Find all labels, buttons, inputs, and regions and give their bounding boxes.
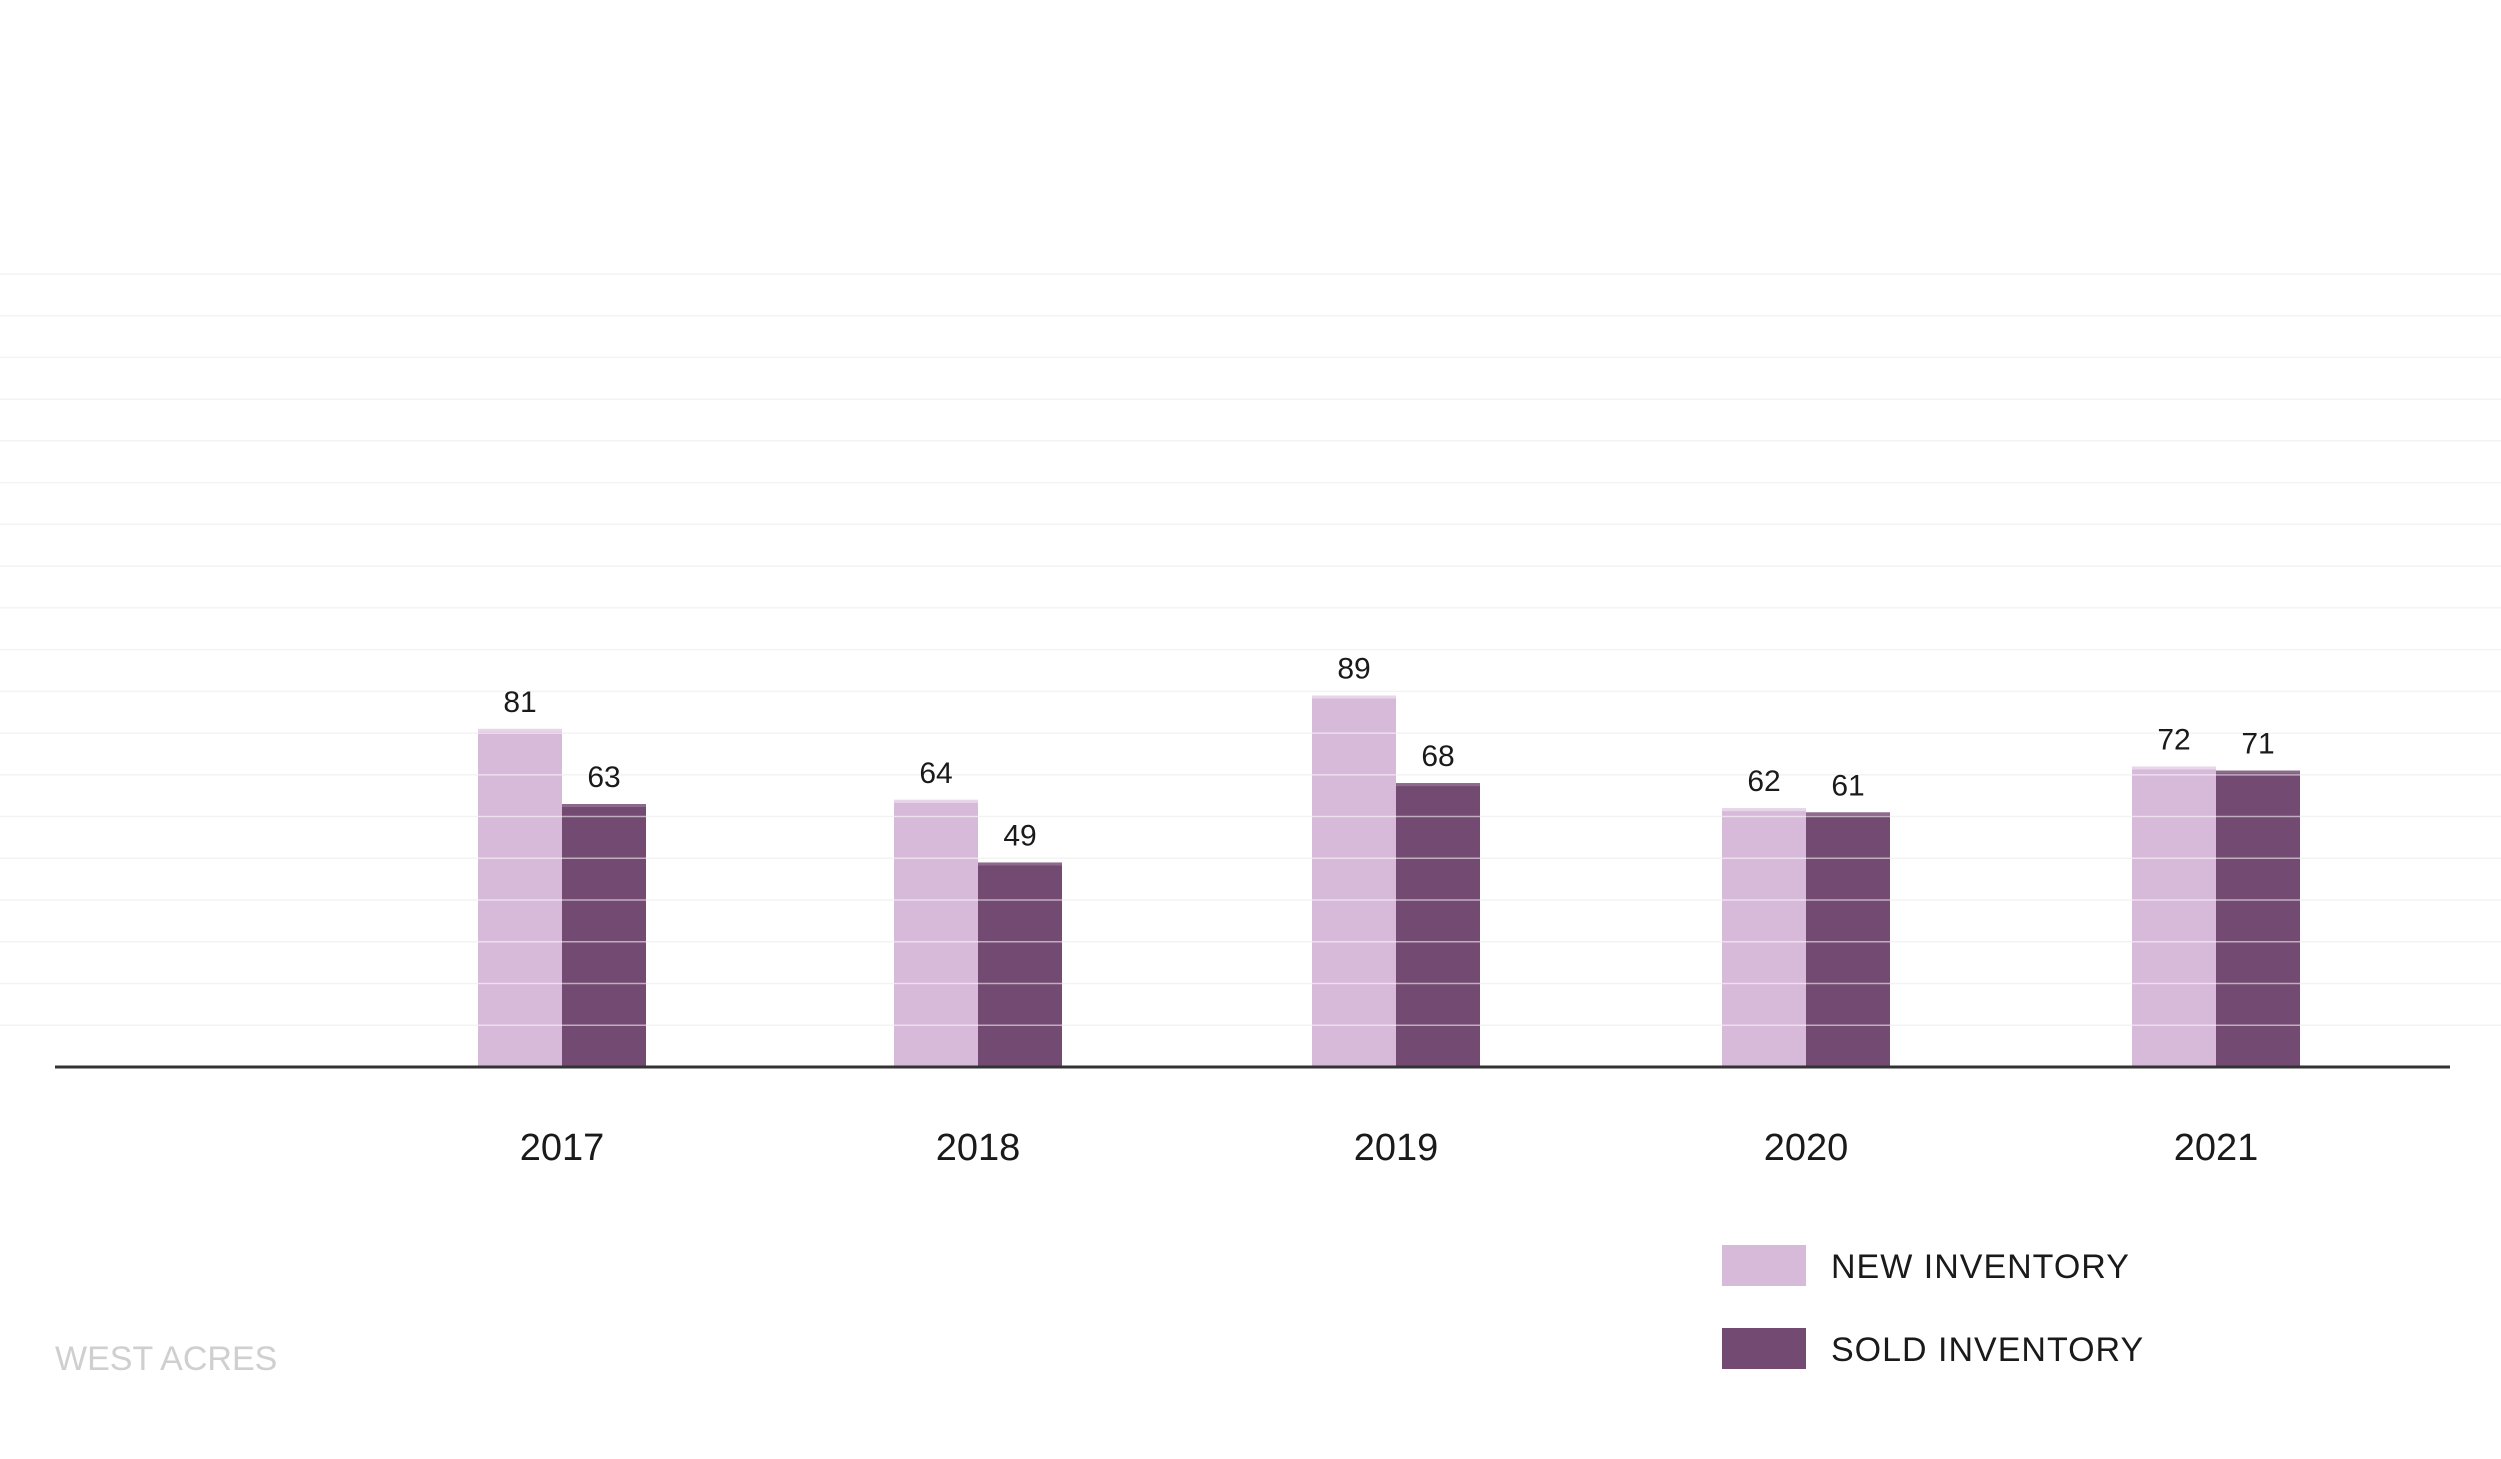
bar-cap — [1396, 783, 1480, 787]
bar-cap — [2132, 766, 2216, 770]
bar-sold-2019 — [1396, 783, 1480, 1067]
bar-cap — [562, 804, 646, 808]
legend-label-sold: SOLD INVENTORY — [1831, 1331, 2144, 1369]
bar-new-2017 — [478, 728, 562, 1067]
bar-cap — [1722, 808, 1806, 812]
x-tick-label: 2019 — [1354, 1127, 1439, 1169]
value-label: 71 — [2241, 728, 2274, 761]
bar-new-2021 — [2132, 766, 2216, 1067]
legend: NEW INVENTORY SOLD INVENTORY — [1722, 1245, 2144, 1369]
bar-new-2018 — [894, 799, 978, 1067]
bar-cap — [978, 862, 1062, 866]
x-tick-label: 2021 — [2174, 1127, 2259, 1169]
legend-swatch-sold — [1722, 1328, 1806, 1369]
value-label: 64 — [919, 757, 952, 790]
x-tick-labels: 2017 2018 2019 2020 2021 — [520, 1127, 2259, 1169]
bar-gridline-overlay — [478, 732, 2300, 1027]
value-label: 62 — [1747, 765, 1780, 798]
bar-cap — [1312, 695, 1396, 699]
source-label: WEST ACRES — [55, 1340, 277, 1378]
value-label: 72 — [2157, 723, 2190, 756]
bar-cap — [2216, 770, 2300, 774]
x-tick-label: 2020 — [1764, 1127, 1849, 1169]
value-label: 89 — [1337, 653, 1370, 686]
bars — [478, 695, 2300, 1067]
legend-label-new: NEW INVENTORY — [1831, 1248, 2130, 1286]
value-label: 49 — [1003, 819, 1036, 852]
value-labels: 81 63 64 49 89 68 62 61 72 71 — [503, 653, 2274, 853]
bar-new-2020 — [1722, 808, 1806, 1067]
value-label: 81 — [503, 686, 536, 719]
bar-new-2019 — [1312, 695, 1396, 1067]
bar-sold-2017 — [562, 804, 646, 1067]
value-label: 68 — [1421, 740, 1454, 773]
bar-cap — [894, 799, 978, 803]
value-label: 63 — [587, 761, 620, 794]
bar-sold-2021 — [2216, 770, 2300, 1067]
bar-sold-2018 — [978, 862, 1062, 1067]
x-tick-label: 2017 — [520, 1127, 605, 1169]
bar-cap — [478, 728, 562, 732]
bar-cap — [1806, 812, 1890, 816]
gridlines — [0, 273, 2501, 1027]
bar-sold-2020 — [1806, 812, 1890, 1067]
legend-swatch-new — [1722, 1245, 1806, 1286]
value-label: 61 — [1831, 769, 1864, 802]
x-tick-label: 2018 — [936, 1127, 1021, 1169]
